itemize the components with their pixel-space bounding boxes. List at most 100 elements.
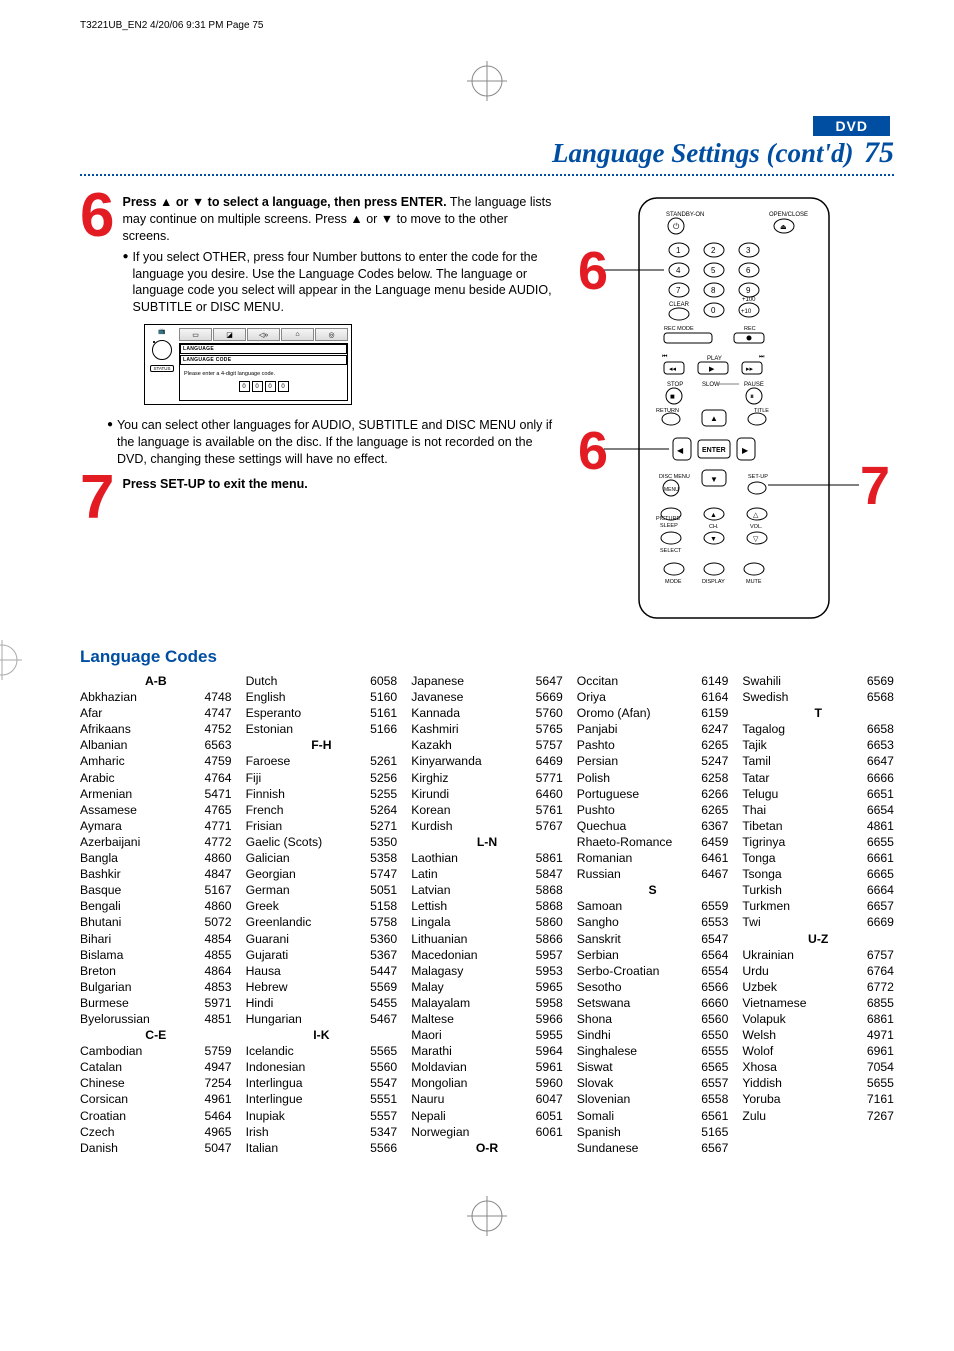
lang-code: 7054	[867, 1059, 894, 1075]
lang-name: Faroese	[246, 753, 370, 769]
lang-name: Burmese	[80, 995, 204, 1011]
lang-name: Cambodian	[80, 1043, 204, 1059]
code-row: Afar4747	[80, 705, 232, 721]
code-row: Dutch6058	[246, 673, 398, 689]
lang-name: Aymara	[80, 818, 204, 834]
code-row: Czech4965	[80, 1124, 232, 1140]
code-row: Faroese5261	[246, 753, 398, 769]
lang-code: 5264	[370, 802, 397, 818]
section-letter: S	[577, 882, 729, 898]
lang-code: 5051	[370, 882, 397, 898]
code-row: Thai6654	[742, 802, 894, 818]
lang-name: Moldavian	[411, 1059, 535, 1075]
svg-text:SLOW: SLOW	[702, 382, 720, 388]
code-row: Hebrew5569	[246, 979, 398, 995]
code-row: English5160	[246, 689, 398, 705]
lang-code: 5759	[204, 1043, 231, 1059]
lang-code: 6660	[701, 995, 728, 1011]
side-crop-left	[0, 640, 22, 687]
lang-code: 5847	[536, 866, 563, 882]
svg-text:9: 9	[746, 286, 751, 295]
lang-name: Samoan	[577, 898, 701, 914]
lang-code: 5560	[370, 1059, 397, 1075]
code-row: Galician5358	[246, 850, 398, 866]
code-row: Tsonga6665	[742, 866, 894, 882]
code-row: Interlingua5547	[246, 1075, 398, 1091]
svg-text:⏮: ⏮	[662, 354, 668, 360]
lang-code: 5960	[536, 1075, 563, 1091]
code-row: Ukrainian6757	[742, 947, 894, 963]
lang-code: 5047	[204, 1140, 231, 1156]
lang-code: 5868	[536, 898, 563, 914]
lang-name: Bulgarian	[80, 979, 204, 995]
code-row: Serbo-Croatian6554	[577, 963, 729, 979]
lang-name: Thai	[742, 802, 866, 818]
code-row: Quechua6367	[577, 818, 729, 834]
svg-text:▸▸: ▸▸	[746, 366, 754, 373]
code-row: Irish5347	[246, 1124, 398, 1140]
lang-name: Maltese	[411, 1011, 535, 1027]
lang-code: 5860	[536, 914, 563, 930]
lang-code: 5547	[370, 1075, 397, 1091]
tool-icon: ◁»	[247, 328, 280, 341]
lang-code: 6461	[701, 850, 728, 866]
code-row: Yiddish5655	[742, 1075, 894, 1091]
prompt-text: Please enter a 4-digit language code.	[180, 366, 347, 379]
section-letter: O-R	[411, 1140, 563, 1156]
code-row: French5264	[246, 802, 398, 818]
lang-name: Sundanese	[577, 1140, 701, 1156]
lang-code: 6258	[701, 770, 728, 786]
lang-code: 6861	[867, 1011, 894, 1027]
lang-code: 5360	[370, 931, 397, 947]
lang-name: Yiddish	[742, 1075, 866, 1091]
code-row: Cambodian5759	[80, 1043, 232, 1059]
code-row: Tagalog6658	[742, 721, 894, 737]
code-row: Breton4864	[80, 963, 232, 979]
lang-code: 6565	[701, 1059, 728, 1075]
lang-code: 5255	[370, 786, 397, 802]
code-row: Latin5847	[411, 866, 563, 882]
code-row: Occitan6149	[577, 673, 729, 689]
code-row: Wolof6961	[742, 1043, 894, 1059]
svg-text:MODE: MODE	[665, 579, 682, 585]
code-row: Sundanese6567	[577, 1140, 729, 1156]
lang-name: Somali	[577, 1108, 701, 1124]
code-row: Amharic4759	[80, 753, 232, 769]
code-row: Kannada5760	[411, 705, 563, 721]
code-row: Rhaeto-Romance6459	[577, 834, 729, 850]
lang-name: Tigrinya	[742, 834, 866, 850]
lang-name: Albanian	[80, 737, 204, 753]
code-row: Shona6560	[577, 1011, 729, 1027]
lang-name: Bangla	[80, 850, 204, 866]
lang-code: 5965	[536, 979, 563, 995]
svg-text:PLAY: PLAY	[707, 356, 722, 362]
code-row: Sesotho6566	[577, 979, 729, 995]
lang-code: 6460	[536, 786, 563, 802]
code-row: Malayalam5958	[411, 995, 563, 1011]
lang-name: Panjabi	[577, 721, 701, 737]
code-row: Interlingue5551	[246, 1091, 398, 1107]
lang-name: Serbian	[577, 947, 701, 963]
lang-code: 6265	[701, 737, 728, 753]
lang-name: Ukrainian	[742, 947, 866, 963]
code-row: Xhosa7054	[742, 1059, 894, 1075]
lang-code: 4947	[204, 1059, 231, 1075]
lang-code: 5760	[536, 705, 563, 721]
crop-mark-top	[80, 61, 894, 106]
code-row: Japanese5647	[411, 673, 563, 689]
code-row: Assamese4765	[80, 802, 232, 818]
lang-name: Yoruba	[742, 1091, 866, 1107]
crop-mark-bottom	[80, 1196, 894, 1241]
lang-code: 5566	[370, 1140, 397, 1156]
lang-code: 6658	[867, 721, 894, 737]
svg-text:⏻: ⏻	[673, 222, 680, 231]
lang-code: 5160	[370, 689, 397, 705]
lang-code: 6560	[701, 1011, 728, 1027]
lang-code: 6558	[701, 1091, 728, 1107]
jobline: T3221UB_EN2 4/20/06 9:31 PM Page 75	[80, 20, 894, 31]
code-row: Slovenian6558	[577, 1091, 729, 1107]
lang-name: Irish	[246, 1124, 370, 1140]
code-row: Twi6669	[742, 914, 894, 930]
banner-language-code: LANGUAGE CODE	[180, 355, 347, 365]
svg-text:+10: +10	[741, 309, 752, 315]
